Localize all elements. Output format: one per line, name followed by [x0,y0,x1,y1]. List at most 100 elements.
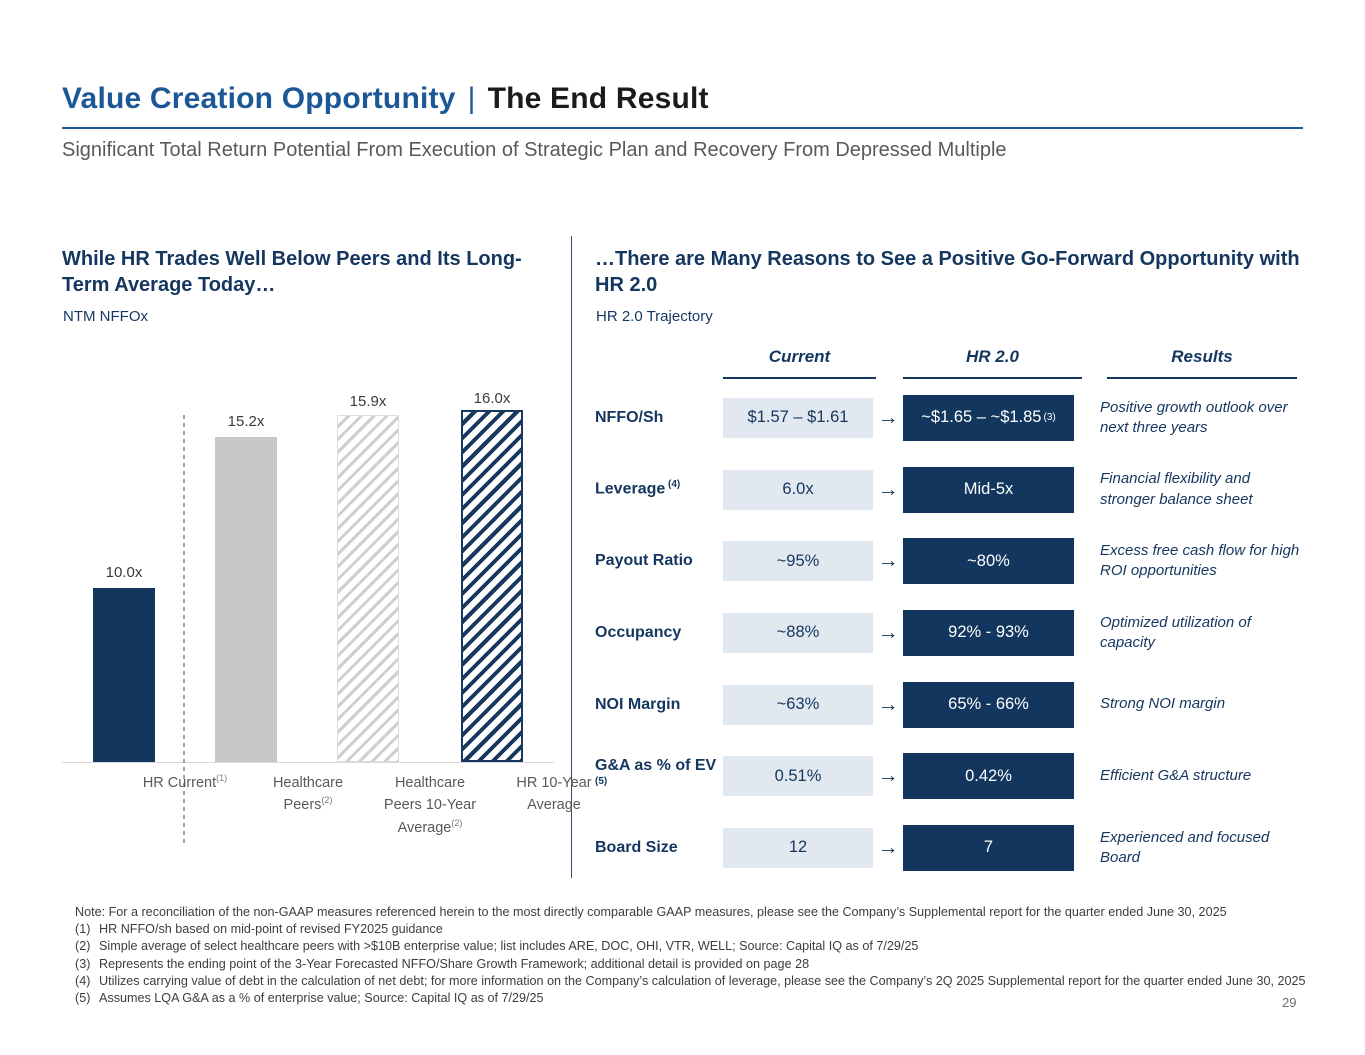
footnote-text: HR NFFO/sh based on mid-point of revised… [99,922,443,937]
footnote-items: (1) HR NFFO/sh based on mid-point of revi… [75,921,1330,1007]
footnote-marker: (1) [75,922,91,937]
hr2-value-box: ~$1.65 – ~$1.85 (3) [903,394,1074,441]
footnote-line: (5) Assumes LQA G&A as a % of enterprise … [75,990,1330,1007]
chart-axis-title: NTM NFFOx [63,308,148,325]
footnote-note-line: Note: For a reconciliation of the non-GA… [75,904,1330,921]
category-label-line: HR 10-Year [516,775,592,791]
page-title-blue-part: Value Creation Opportunity [62,82,456,115]
current-value-box: ~88% [723,612,873,653]
category-label-line: Healthcare [394,775,466,791]
table-row: Payout Ratio ~95% → ~80% Excess free cash fl… [595,525,1305,597]
row-label: Board Size [595,838,678,856]
current-value-box: 0.51% [723,756,873,797]
result-text: Optimized utilization of capacity [1100,613,1251,651]
bar-slot: 15.9x [337,380,399,762]
bar-value-label: 16.0x [473,390,511,407]
hr2-value-box: 7 [903,824,1074,871]
table-row: Occupancy ~88% → 92% - 93% Optimized utiliza… [595,597,1305,669]
table-row: G&A as % of EV (5) 0.51% → 0.42% Efficient G… [595,740,1305,812]
bar-value-label: 15.2x [227,413,265,430]
table-row: Leverage (4) 6.0x → Mid-5x Financial flexibi… [595,454,1305,526]
footnote-line: (3) Represents the ending point of the 3-… [75,956,1330,973]
title-underline [62,127,1303,129]
column-header-results: Results [1107,343,1297,379]
page-subtitle: Significant Total Return Potential From … [62,139,1007,161]
row-label: G&A as % of EV (5) [595,757,717,788]
bar-3 [337,415,399,762]
bar-slot: 15.2x [215,380,277,762]
bar-value-label: 15.9x [349,393,387,410]
current-value-box: ~95% [723,541,873,582]
bar-slot: 10.0x [93,380,155,762]
current-value-box: 12 [723,827,873,868]
result-text: Excess free cash flow for high ROI oppor… [1100,541,1300,580]
category-label-line: Healthcare [272,775,344,791]
arrow-right-icon: → [877,405,899,429]
arrow-right-icon: → [877,692,899,716]
bar-1 [93,588,155,762]
row-label-footnote-marker: (4) [665,479,681,491]
bar-4 [461,410,523,762]
hr2-value-box: ~80% [903,538,1074,585]
category-footnote-marker: (1) [216,773,228,784]
arrow-right-icon: → [877,549,899,573]
footnote-marker: (3) [75,956,91,971]
footnote-marker: (5) [75,991,91,1006]
current-value-box: $1.57 – $1.61 [723,397,873,438]
table-row: Board Size 12 → 7 Experienced and focused Bo… [595,812,1305,884]
category-label: Healthcare Peers 10-Year Average(2) [360,772,500,839]
result-text: Strong NOI margin [1100,695,1226,713]
table-row: NFFO/Sh $1.57 – $1.61 → ~$1.65 – ~$1.85 (3) P… [595,382,1305,454]
category-label-line: Peers 10-Year [383,797,477,814]
hr2-value-box: 65% - 66% [903,681,1074,728]
hr2-footnote-marker: (3) [1043,412,1056,424]
category-label-line: Average(2) [397,818,463,836]
category-label-line: Average [527,797,581,814]
left-panel-headline: While HR Trades Well Below Peers and Its… [62,248,522,296]
table-row: NOI Margin ~63% → 65% - 66% Strong NOI margi… [595,669,1305,741]
row-label: NFFO/Sh [595,408,664,426]
result-text: Positive growth outlook over next three … [1100,398,1288,436]
chart-baseline [62,762,554,763]
bar-value-label: 10.0x [105,564,143,581]
table-subtitle: HR 2.0 Trajectory [596,308,713,325]
row-label: Payout Ratio [595,552,693,570]
arrow-right-icon: → [877,477,899,501]
category-label-line: HR Current(1) [142,773,228,791]
bar-chart: 10.0x 15.2x 15.9x 16.0x [62,380,554,763]
page-title-separator: | [467,82,476,115]
category-footnote-marker: (2) [321,795,333,806]
current-value-box: 6.0x [723,469,873,510]
column-header-current: Current [723,343,876,379]
chart-dashed-separator [183,415,185,845]
arrow-right-icon: → [877,620,899,644]
result-text: Experienced and focused Board [1100,828,1270,866]
footnote-text: Represents the ending point of the 3-Yea… [99,956,810,971]
panel-divider-line [571,236,572,878]
footnotes: Note: For a reconciliation of the non-GA… [75,904,1330,1007]
hr2-value-box: Mid-5x [903,466,1074,513]
bar-slot: 16.0x [461,380,523,762]
row-label: Leverage (4) [595,479,681,498]
page-title-black-part: The End Result [487,82,709,115]
footnote-line: (1) HR NFFO/sh based on mid-point of revi… [75,921,1330,938]
row-label-footnote-marker: (5) [595,776,608,788]
arrow-right-icon: → [877,764,899,788]
footnote-marker: (4) [75,973,91,988]
bar-2 [215,437,277,762]
hr2-value-box: 92% - 93% [903,609,1074,656]
page-title: Value Creation Opportunity | The End Resul… [62,82,709,116]
row-label: Occupancy [595,623,682,641]
trajectory-table: NFFO/Sh $1.57 – $1.61 → ~$1.65 – ~$1.85 (3) P… [595,382,1305,884]
row-label: NOI Margin [595,695,681,713]
footnote-marker: (2) [75,939,91,954]
page-number: 29 [1282,995,1297,1010]
footnote-line: (4) Utilizes carrying value of debt in th… [75,973,1330,990]
footnote-text: Simple average of select healthcare peer… [99,939,919,954]
right-panel-headline: …There are Many Reasons to See a Positiv… [595,248,1300,296]
category-label: Healthcare Peers(2) [238,772,378,817]
category-label: HR Current(1) [115,772,255,794]
footnote-note-text: Note: For a reconciliation of the non-GA… [75,905,1227,919]
footnote-text: Utilizes carrying value of debt in the c… [99,973,1306,988]
